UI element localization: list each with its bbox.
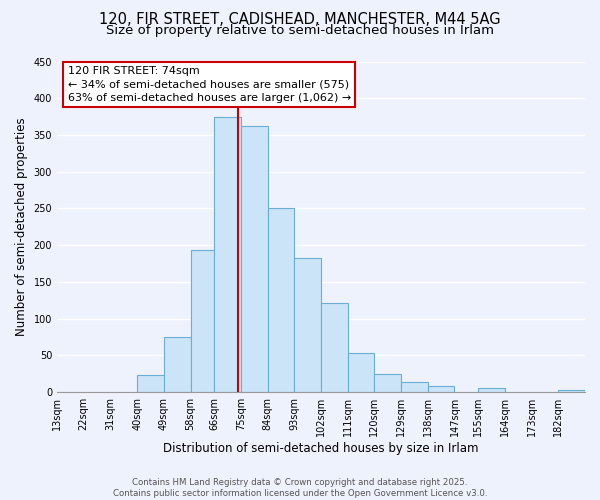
- Text: Size of property relative to semi-detached houses in Irlam: Size of property relative to semi-detach…: [106, 24, 494, 37]
- Bar: [295, 258, 321, 392]
- Bar: [191, 250, 214, 392]
- Bar: [401, 382, 428, 392]
- Bar: [374, 374, 401, 392]
- Bar: [268, 208, 295, 392]
- X-axis label: Distribution of semi-detached houses by size in Irlam: Distribution of semi-detached houses by …: [163, 442, 479, 455]
- Y-axis label: Number of semi-detached properties: Number of semi-detached properties: [15, 118, 28, 336]
- Bar: [214, 116, 241, 392]
- Text: 120, FIR STREET, CADISHEAD, MANCHESTER, M44 5AG: 120, FIR STREET, CADISHEAD, MANCHESTER, …: [99, 12, 501, 28]
- Bar: [348, 354, 374, 392]
- Bar: [478, 388, 505, 392]
- Bar: [241, 126, 268, 392]
- Bar: [137, 376, 164, 392]
- Text: 120 FIR STREET: 74sqm
← 34% of semi-detached houses are smaller (575)
63% of sem: 120 FIR STREET: 74sqm ← 34% of semi-deta…: [68, 66, 351, 103]
- Bar: [321, 302, 348, 392]
- Bar: [559, 390, 585, 392]
- Text: Contains HM Land Registry data © Crown copyright and database right 2025.
Contai: Contains HM Land Registry data © Crown c…: [113, 478, 487, 498]
- Bar: [164, 337, 191, 392]
- Bar: [428, 386, 454, 392]
